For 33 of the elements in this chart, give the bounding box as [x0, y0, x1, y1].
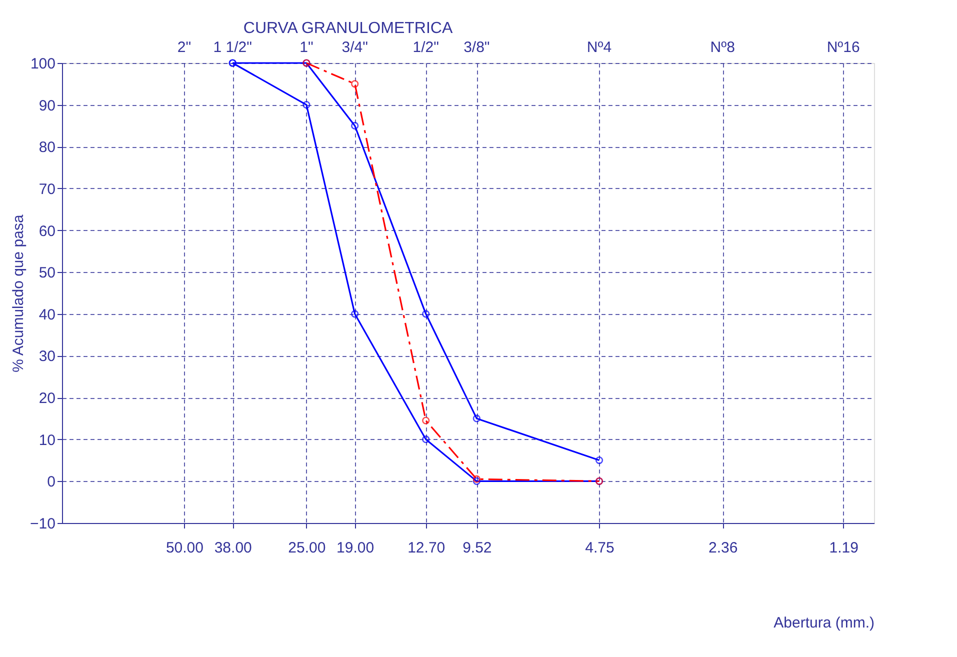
y-tick-label: 50: [38, 264, 56, 282]
text: 1/2": [412, 39, 439, 56]
x-tick-label: 1.19: [829, 540, 858, 556]
y-tick-label: 10: [38, 432, 56, 449]
x-axis-title: Abertura (mm.): [774, 614, 874, 632]
x-tick-label: 38.00: [214, 540, 252, 556]
x-tick-label: 4.75: [585, 540, 614, 556]
y-tick-label: 0: [47, 474, 56, 491]
y-tick-label: −10: [30, 516, 56, 532]
text: 1 1/2": [213, 39, 252, 56]
text: 2": [177, 39, 192, 56]
text: 3/8": [464, 39, 490, 56]
x-tick-label: 12.70: [408, 540, 446, 556]
y-tick-label: 20: [38, 390, 56, 408]
x-tick-label: 9.52: [462, 540, 492, 556]
text: Nº4: [586, 39, 612, 56]
x-tick-label: 19.00: [336, 540, 374, 556]
text: 1": [300, 39, 314, 56]
text: 3/4": [342, 39, 368, 56]
chart-title: CURVA GRANULOMETRICA: [243, 20, 453, 37]
y-tick-label: 70: [38, 180, 56, 198]
y-tick-label: 80: [38, 139, 56, 156]
x-tick-label: 50.00: [166, 540, 204, 556]
y-tick-label: 30: [38, 348, 56, 366]
y-tick-label: 100: [30, 56, 56, 72]
text: Nº16: [826, 39, 860, 56]
y-tick-label: 90: [38, 97, 56, 114]
y-tick-label: 60: [38, 222, 56, 240]
text: Nº8: [710, 39, 735, 56]
y-axis-title: % Acumulado que pasa: [10, 214, 28, 372]
x-tick-label: 2.36: [708, 540, 738, 556]
x-tick-label: 25.00: [288, 540, 326, 556]
y-tick-label: 40: [38, 306, 56, 324]
